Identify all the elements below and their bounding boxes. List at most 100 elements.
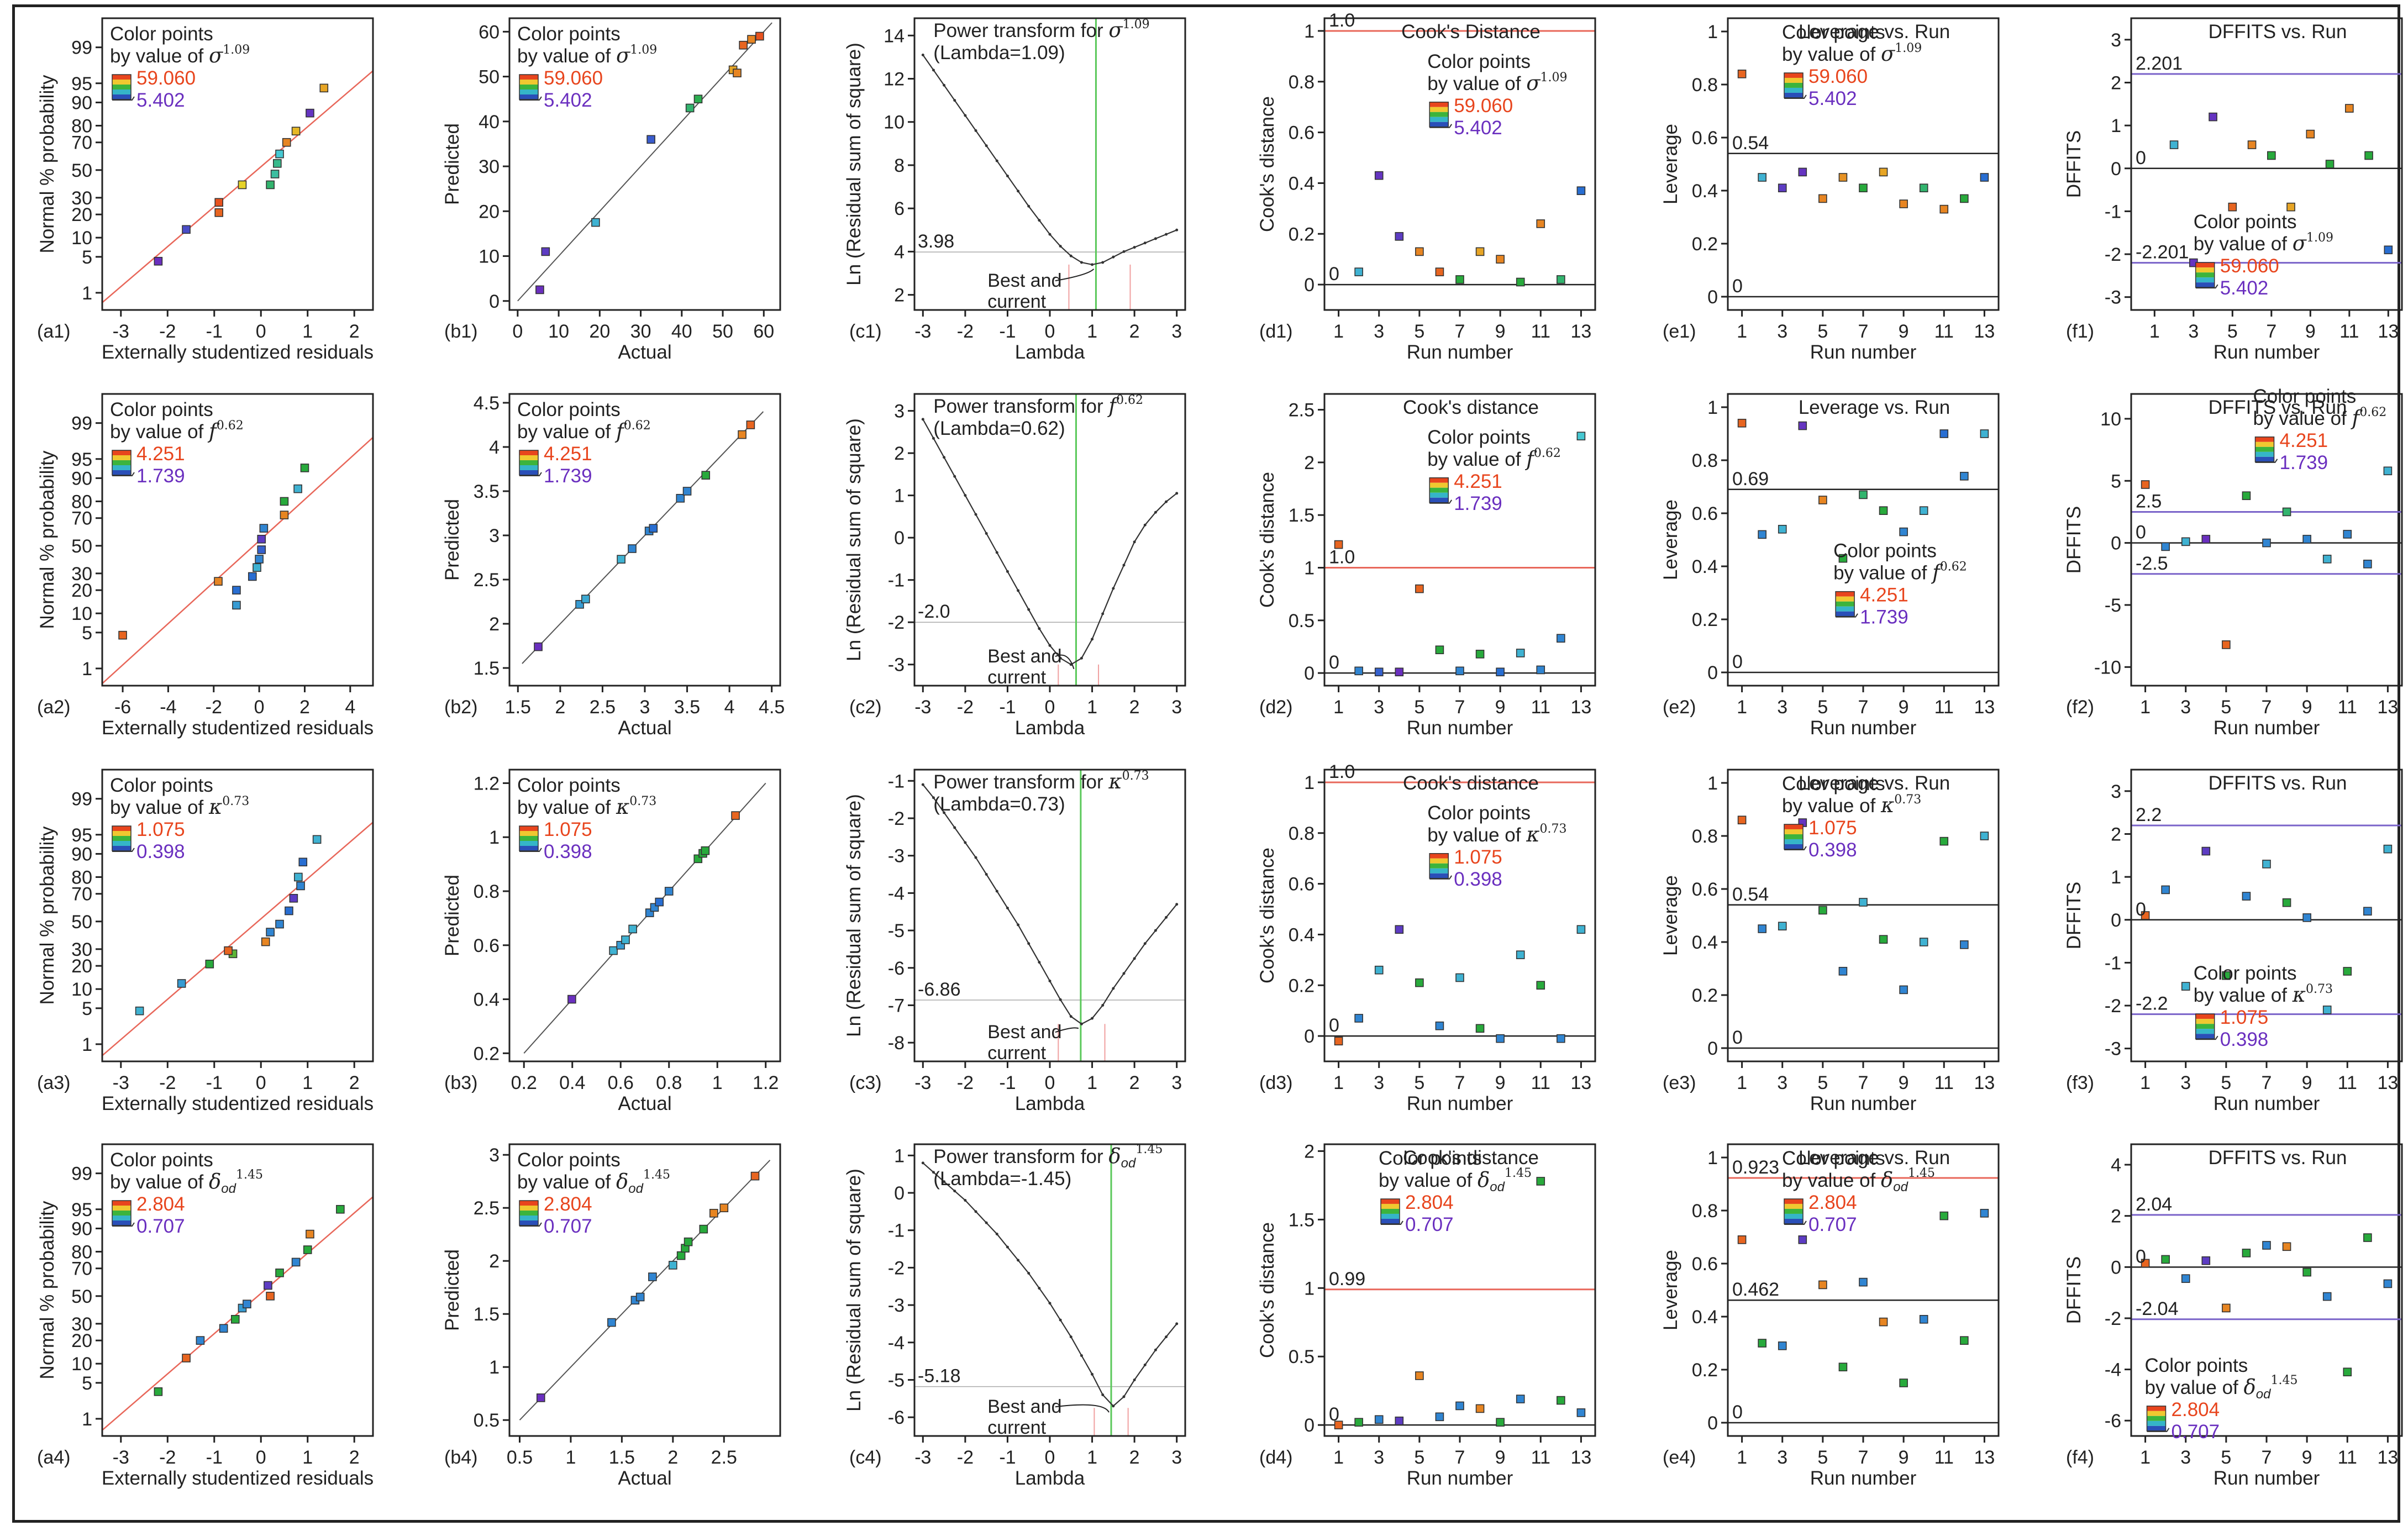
box-cox-point	[974, 856, 977, 859]
box-cox-point	[1080, 1354, 1083, 1357]
panel-label: (f3)	[2066, 1072, 2094, 1093]
legend-ramp-band	[112, 841, 131, 846]
box-cox-point	[1112, 587, 1115, 590]
x-tick-label: 3	[640, 697, 650, 718]
y-tick-label: 0	[2111, 1257, 2121, 1278]
data-point	[2364, 151, 2373, 160]
best-current-arrow	[1055, 1027, 1079, 1033]
y-tick-label: 2	[2111, 1206, 2121, 1227]
x-tick-label: 3	[2180, 697, 2191, 718]
title-variable: σ	[1108, 18, 1123, 42]
y-tick-label: 99	[71, 1164, 92, 1185]
x-tick-label: -2	[957, 321, 974, 342]
box-cox-point	[1038, 627, 1041, 630]
y-tick-label: 90	[71, 844, 92, 865]
data-point	[2228, 202, 2237, 212]
legend-high-value: 1.075	[2220, 1007, 2269, 1028]
legend-ramp-band	[519, 846, 538, 851]
plot-area	[1728, 1177, 1999, 1424]
legend-ramp-pointer	[519, 472, 542, 476]
data-point	[1737, 1235, 1747, 1244]
box-cox-point	[1027, 1272, 1031, 1275]
x-tick-label: 7	[2262, 1447, 2272, 1468]
legend-ramp-band	[1784, 72, 1803, 78]
legend-ramp-band	[519, 90, 538, 94]
legend-high-value: 1.075	[1808, 817, 1857, 839]
x-tick-label: 2	[349, 1072, 360, 1093]
x-tick-label: 1	[1737, 1072, 1747, 1093]
box-cox-point	[921, 418, 924, 421]
legend-low-value: 5.402	[1454, 117, 1502, 139]
box-cox-point	[1017, 589, 1020, 592]
plot-area	[914, 1144, 1185, 1436]
box-cox-point	[1080, 656, 1083, 660]
x-tick-label: 1	[2140, 1072, 2151, 1093]
data-point	[1859, 1277, 1868, 1287]
data-point	[2161, 542, 2170, 551]
y-axis-label: Ln (Residual sum of square)	[843, 43, 865, 286]
plot-frame	[2130, 17, 2403, 311]
legend-exponent: 0.62	[1940, 560, 1967, 574]
x-tick-label: 13	[2377, 697, 2398, 718]
y-tick-label: 3	[2111, 30, 2121, 51]
data-point	[733, 69, 742, 77]
data-point	[293, 484, 302, 493]
x-axis-label: Externally studentized residuals	[102, 717, 374, 739]
x-tick-label: -1	[999, 321, 1016, 342]
legend-ramp-pointer	[519, 1222, 542, 1227]
data-point	[693, 94, 703, 104]
data-point	[1374, 1415, 1384, 1424]
y-tick-label: 80	[71, 115, 92, 136]
data-point	[232, 586, 241, 594]
data-point	[1557, 634, 1565, 643]
data-point	[1516, 950, 1525, 959]
x-tick-label: 40	[671, 321, 692, 342]
box-cox-point	[1038, 1287, 1041, 1290]
y-tick-label: 30	[71, 1314, 92, 1335]
x-tick-label: 7	[1858, 697, 1869, 718]
y-tick-label: 50	[71, 1286, 92, 1307]
data-point	[646, 135, 655, 144]
reference-line-label: 0	[2136, 148, 2146, 169]
panel-b2: 1.5 2 2.5 3 3.5 4 4.5 1.5 2 2.5 3 3.5 4 4.5 Actual Pred…	[441, 393, 785, 739]
panel-label: (a3)	[37, 1072, 70, 1093]
data-point	[2363, 560, 2372, 569]
y-axis-label: Ln (Residual sum of square)	[843, 1169, 865, 1412]
x-tick-label: 3	[1374, 697, 1384, 718]
data-point	[1980, 173, 1989, 182]
data-point	[628, 924, 637, 934]
y-axis-label: DFFITS	[2063, 506, 2085, 574]
y-axis-label: Leverage	[1660, 499, 1681, 580]
x-tick-label: 1	[302, 1447, 313, 1468]
data-point	[2383, 466, 2393, 476]
y-tick-label: 3	[894, 401, 905, 422]
diagonal-line	[519, 1160, 771, 1420]
legend-ramp-band	[1429, 497, 1449, 503]
panel-label: (f4)	[2066, 1447, 2094, 1468]
legend-variable: κ	[1880, 793, 1894, 817]
y-tick-label: 95	[71, 73, 92, 94]
data-point	[1576, 186, 1586, 196]
legend-ramp-band	[519, 85, 538, 90]
y-tick-label: 1.2	[474, 773, 500, 794]
x-tick-label: 3	[1777, 321, 1787, 342]
data-point	[1899, 199, 1908, 208]
box-cox-point	[1017, 923, 1020, 927]
panel-label: (e3)	[1663, 1072, 1696, 1093]
legend-ramp-pointer	[2195, 1035, 2218, 1040]
legend-title: Color points	[1782, 1148, 1885, 1169]
data-point	[196, 1336, 205, 1345]
data-point	[649, 524, 658, 533]
x-tick-label: 9	[1899, 697, 1909, 718]
legend-ramp-band	[112, 826, 131, 831]
y-tick-label: -5	[888, 1370, 905, 1391]
legend-ramp-pointer	[112, 1222, 135, 1227]
legend-ramp-band	[519, 465, 538, 470]
x-tick-label: 2	[1129, 1447, 1140, 1468]
data-point	[1859, 183, 1868, 193]
legend-ramp-band	[1784, 844, 1803, 849]
plot-area	[914, 394, 1185, 686]
x-axis-label: Lambda	[1015, 1467, 1085, 1489]
data-point	[2181, 537, 2190, 546]
